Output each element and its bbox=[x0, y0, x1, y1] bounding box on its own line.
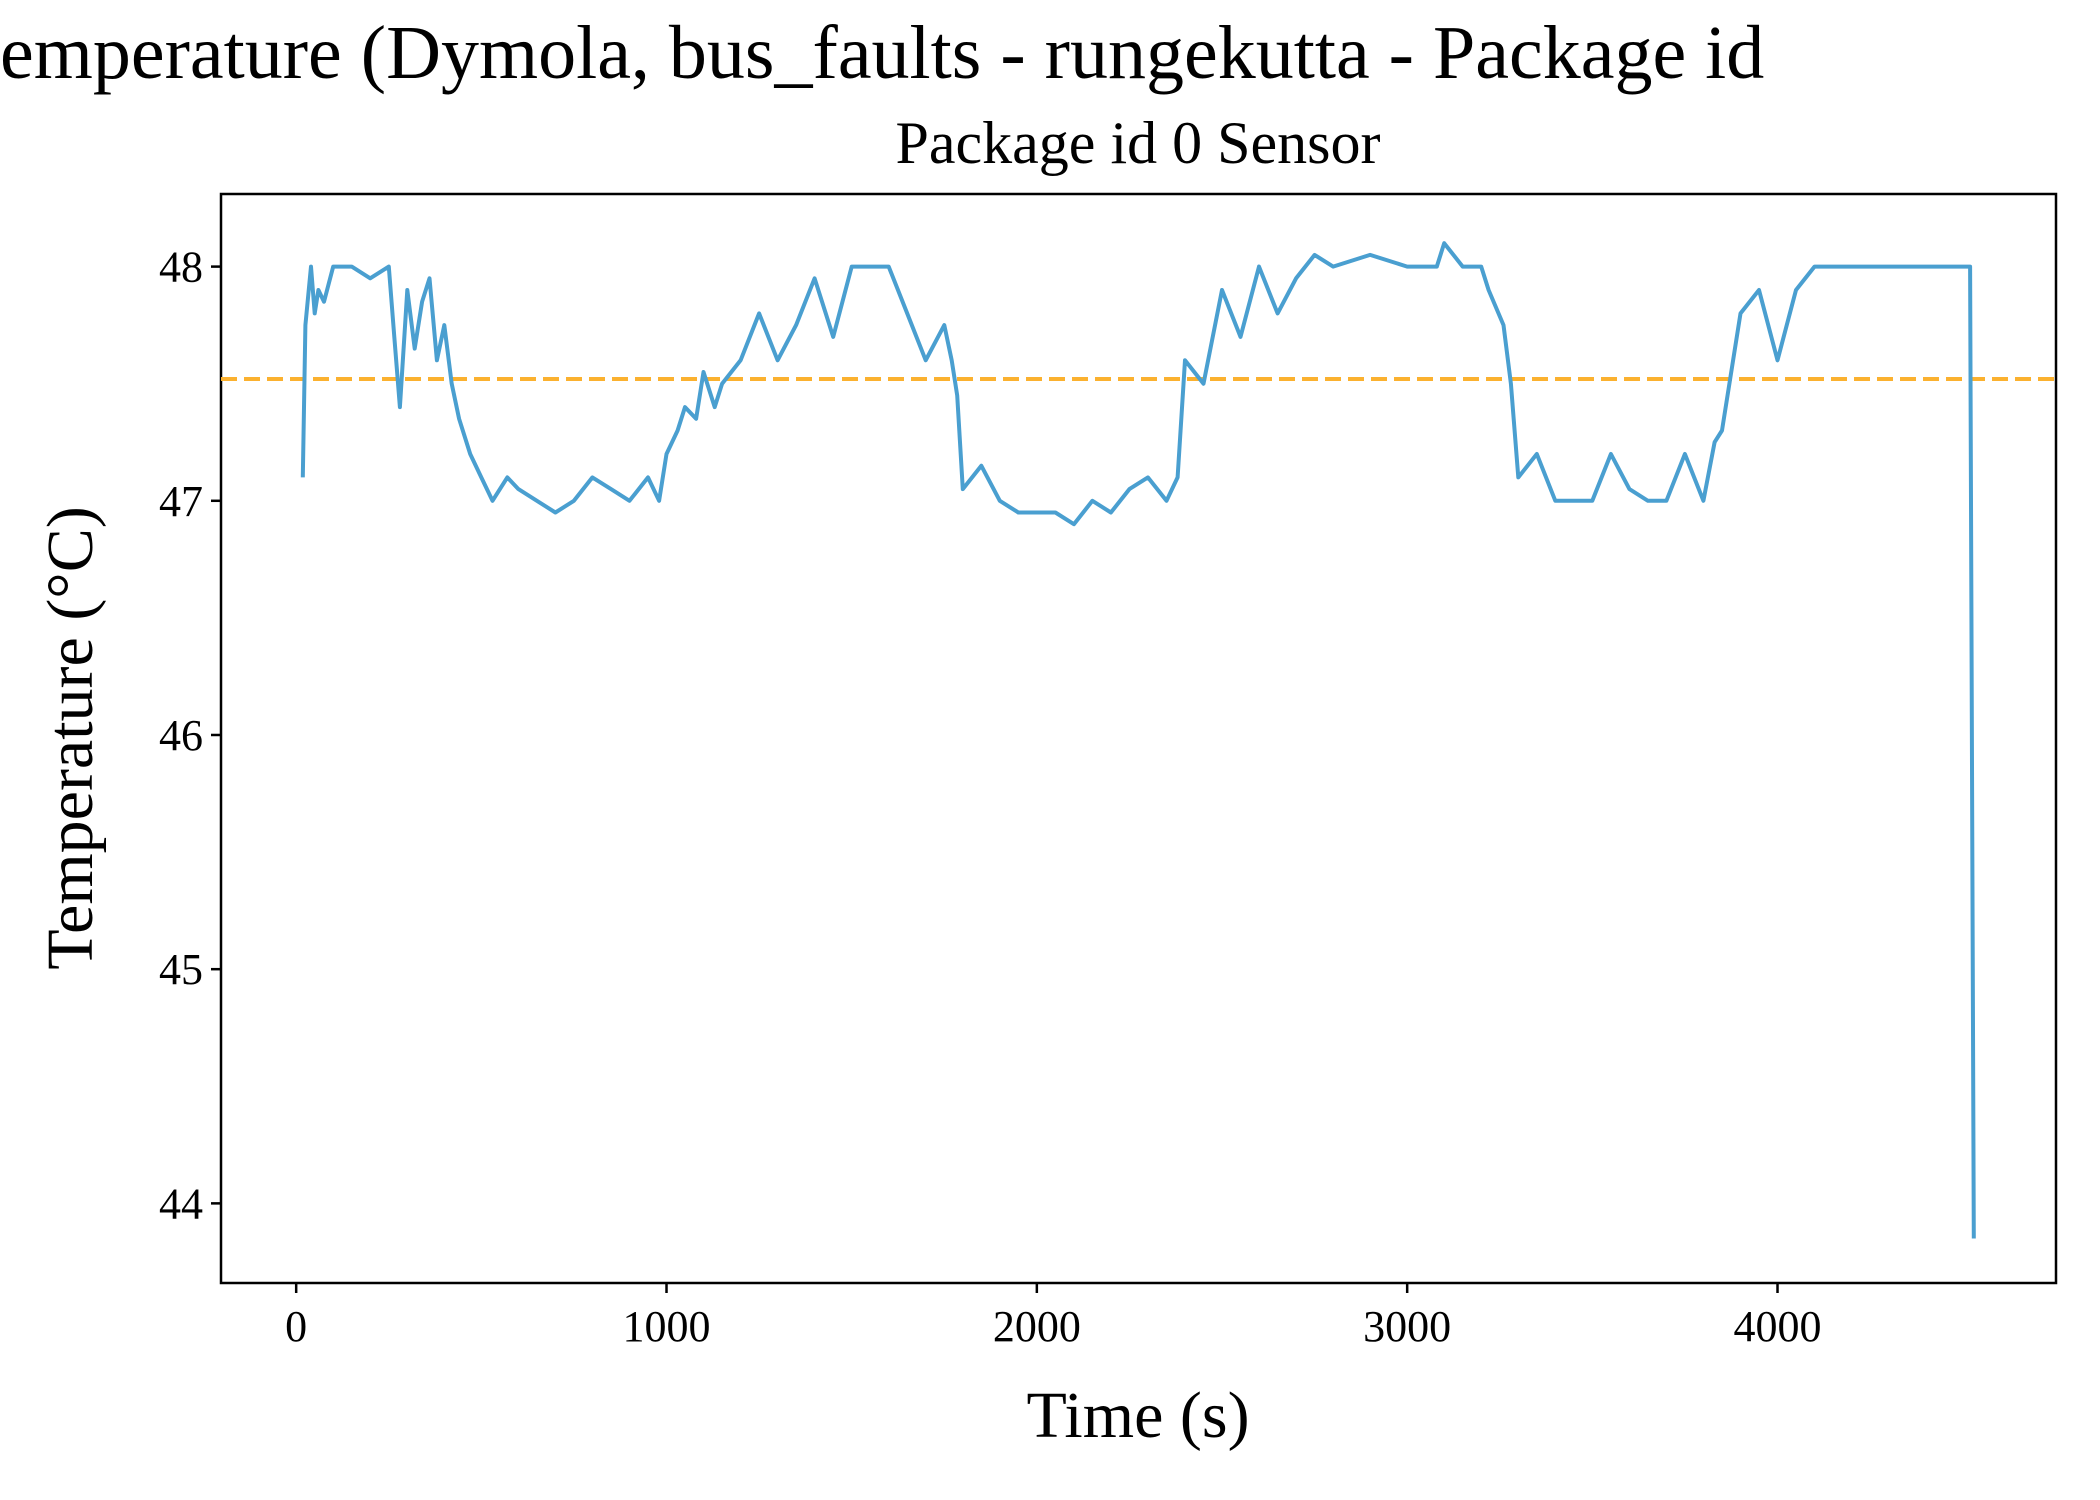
x-tick-label: 0 bbox=[285, 1302, 307, 1351]
y-tick-label: 45 bbox=[159, 945, 203, 994]
x-tick-label: 2000 bbox=[993, 1302, 1081, 1351]
x-tick-label: 3000 bbox=[1363, 1302, 1451, 1351]
y-tick-label: 46 bbox=[159, 711, 203, 760]
y-axis-label: Temperature (°C) bbox=[34, 506, 107, 969]
chart-title: emperature (Dymola, bus_faults - rungeku… bbox=[0, 11, 1764, 95]
chart-subtitle: Package id 0 Sensor bbox=[896, 110, 1381, 176]
plot-frame bbox=[219, 192, 2058, 1285]
x-tick-label: 4000 bbox=[1734, 1302, 1822, 1351]
y-tick-label: 48 bbox=[159, 243, 203, 292]
x-tick-label: 1000 bbox=[623, 1302, 711, 1351]
y-tick-label: 44 bbox=[159, 1179, 203, 1228]
y-tick-label: 47 bbox=[159, 477, 203, 526]
x-axis-label: Time (s) bbox=[1026, 1379, 1249, 1452]
data-line bbox=[300, 241, 1976, 1239]
